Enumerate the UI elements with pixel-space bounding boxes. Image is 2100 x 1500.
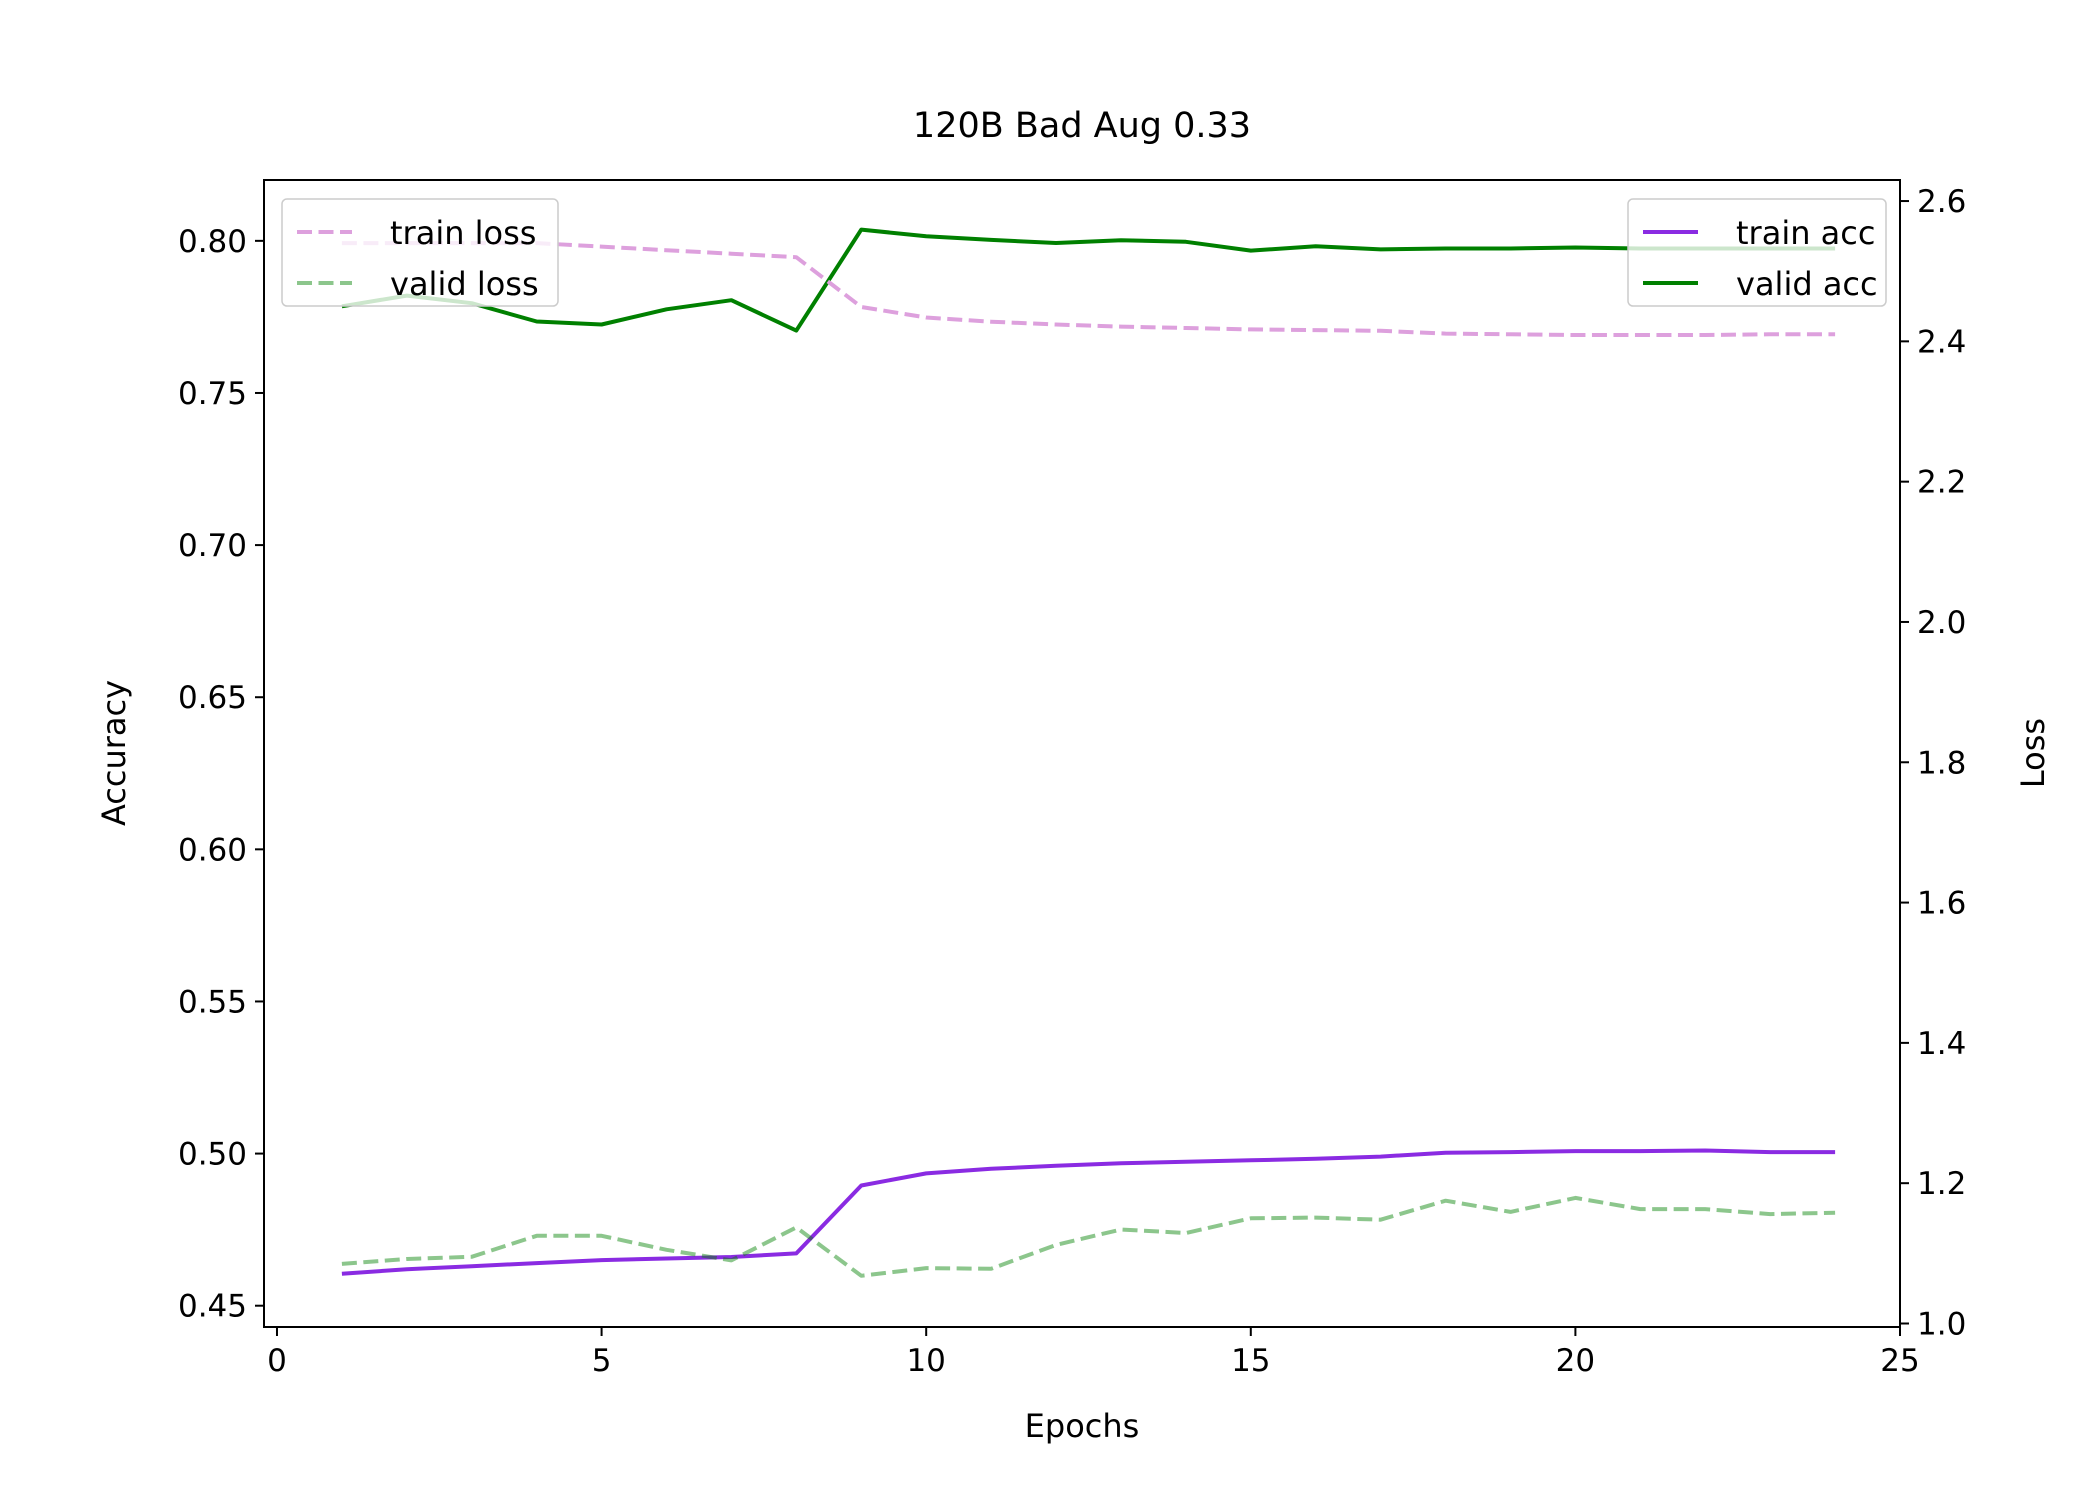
chart-title: 120B Bad Aug 0.33: [913, 106, 1251, 146]
legend-box: [1627, 198, 1887, 307]
y-right-tick-label-2-4: 2.4: [1917, 324, 1966, 360]
legend-upper-right: train acc valid acc: [1627, 198, 1887, 307]
y-right-tick-label-2-6: 2.6: [1917, 184, 1966, 220]
y-right-tick-label-1-2: 1.2: [1917, 1166, 1966, 1202]
legend-upper-left: train loss valid loss: [281, 198, 559, 307]
x-tick-label-20: 20: [1556, 1343, 1595, 1379]
series-line-valid-acc: [341, 227, 1836, 333]
y-right-tick-label-2: 2.0: [1917, 605, 1966, 641]
series-line-train-acc: [341, 1148, 1836, 1276]
x-tick-label-0: 0: [267, 1343, 287, 1379]
y-right-tick-label-2-2: 2.2: [1917, 465, 1966, 501]
series-line-train-loss: [341, 241, 1836, 337]
legend-layer: train loss valid loss train acc valid acc: [281, 198, 1887, 307]
y-right-tick-label-1-4: 1.4: [1917, 1026, 1966, 1062]
y-right-tick-label-1: 1.0: [1917, 1306, 1966, 1342]
series-layer: [341, 227, 1836, 1278]
x-axis-title: Epochs: [1025, 1407, 1140, 1445]
legend-label-valid-loss: valid loss: [390, 265, 539, 303]
y-left-tick-label-0-6: 0.60: [178, 832, 247, 868]
x-tick-label-5: 5: [592, 1343, 612, 1379]
y-right-tick-label-1-8: 1.8: [1917, 745, 1966, 781]
y-left-tick-label-0-65: 0.65: [178, 680, 247, 716]
legend-label-train-acc: train acc: [1736, 214, 1875, 252]
y-left-tick-label-0-5: 0.50: [178, 1137, 247, 1173]
y-left-tick-label-0-7: 0.70: [178, 528, 247, 564]
legend-box: [281, 198, 559, 307]
y-left-tick-label-0-8: 0.80: [178, 224, 247, 260]
x-tick-label-10: 10: [906, 1343, 945, 1379]
legend-label-train-loss: train loss: [390, 214, 536, 252]
x-tick-label-25: 25: [1880, 1343, 1919, 1379]
y-left-tick-label-0-55: 0.55: [178, 984, 247, 1020]
y-left-axis-title: Accuracy: [95, 680, 133, 826]
y-right-tick-label-1-6: 1.6: [1917, 886, 1966, 922]
y-right-axis-title: Loss: [2014, 718, 2052, 788]
x-tick-label-15: 15: [1231, 1343, 1270, 1379]
legend-label-valid-acc: valid acc: [1736, 265, 1878, 303]
series-line-valid-loss: [341, 1195, 1836, 1278]
plot-frame: [263, 179, 1901, 1328]
axes-layer: 0 5 10 15 20 25 0.45 0.50 0.55 0.60 0.65 0.70 0.75 0.…: [178, 184, 1966, 1379]
y-left-tick-label-0-75: 0.75: [178, 376, 247, 412]
y-left-tick-label-0-45: 0.45: [178, 1289, 247, 1325]
